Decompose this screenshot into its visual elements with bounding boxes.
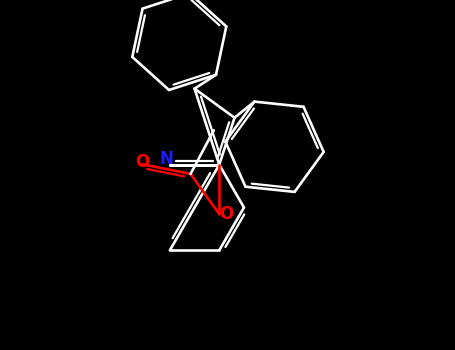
Text: O: O — [135, 153, 149, 171]
Text: N: N — [160, 149, 173, 168]
Text: O: O — [220, 205, 234, 223]
